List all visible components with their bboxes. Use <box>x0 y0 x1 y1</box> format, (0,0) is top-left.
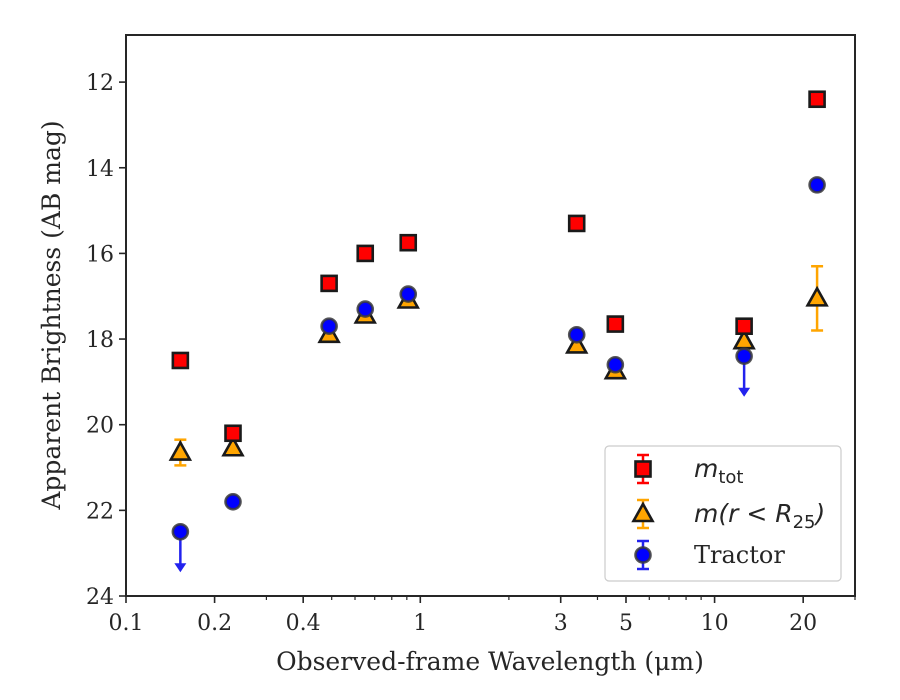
triangle-marker <box>221 435 245 457</box>
y-tick-label: 20 <box>86 414 114 439</box>
triangle-marker <box>564 332 589 354</box>
y-tick-label: 16 <box>86 242 114 267</box>
y-tick-label: 12 <box>86 71 114 96</box>
legend-triangle-marker <box>631 501 655 523</box>
axis-tick-labels: 0.1 0.2 0.4 1 3 5 10 20 12 14 16 18 20 22 24 <box>86 71 817 636</box>
x-tick-label: 10 <box>701 611 729 636</box>
circle-marker <box>735 347 753 365</box>
square-marker <box>356 244 375 263</box>
y-tick-label: 24 <box>86 585 114 610</box>
x-tick-label: 0.2 <box>197 611 232 636</box>
upper-limit-arrow <box>738 387 751 397</box>
circle-marker <box>567 325 586 344</box>
square-marker <box>399 233 418 252</box>
x-tick-label: 5 <box>619 611 633 636</box>
square-marker <box>224 424 242 443</box>
x-tick-label: 1 <box>413 611 427 636</box>
circle-marker <box>224 492 242 511</box>
triangle-marker <box>168 439 193 461</box>
y-axis-label: Apparent Brightness (AB mag) <box>37 120 66 510</box>
legend-circle-marker <box>634 546 652 564</box>
x-axis-label: Observed-frame Wavelength (μm) <box>276 647 704 676</box>
x-tick-label: 0.1 <box>109 611 144 636</box>
legend-box <box>604 445 842 582</box>
plot-frame <box>125 34 856 597</box>
triangle-marker <box>805 285 829 307</box>
square-marker <box>606 315 625 333</box>
square-marker <box>567 214 586 233</box>
x-tick-label: 20 <box>789 611 817 636</box>
legend-label: mtot <box>694 454 744 488</box>
circle-marker <box>171 522 190 541</box>
circle-marker <box>320 317 338 336</box>
square-marker <box>320 274 338 293</box>
y-tick-label: 22 <box>86 499 114 524</box>
data-markers <box>168 90 829 573</box>
square-marker <box>171 351 190 370</box>
circle-marker <box>606 355 625 374</box>
legend: mtot m(r < R25) Tractor <box>604 445 842 582</box>
square-marker <box>808 90 826 109</box>
upper-limit-arrow <box>174 563 187 573</box>
legend-label: m(r < R25) <box>694 499 825 533</box>
legend-square-marker <box>634 460 652 478</box>
y-tick-label: 18 <box>86 328 114 353</box>
x-tick-label: 0.4 <box>286 611 321 636</box>
axis-ticks <box>119 81 856 603</box>
y-tick-label: 14 <box>86 157 114 182</box>
x-tick-label: 3 <box>554 611 568 636</box>
square-marker <box>735 317 753 336</box>
legend-label: Tractor <box>694 541 785 569</box>
circle-marker <box>356 300 375 318</box>
circle-marker <box>808 176 826 194</box>
circle-marker <box>399 285 418 303</box>
legend-entries: mtot m(r < R25) Tractor <box>631 453 825 571</box>
